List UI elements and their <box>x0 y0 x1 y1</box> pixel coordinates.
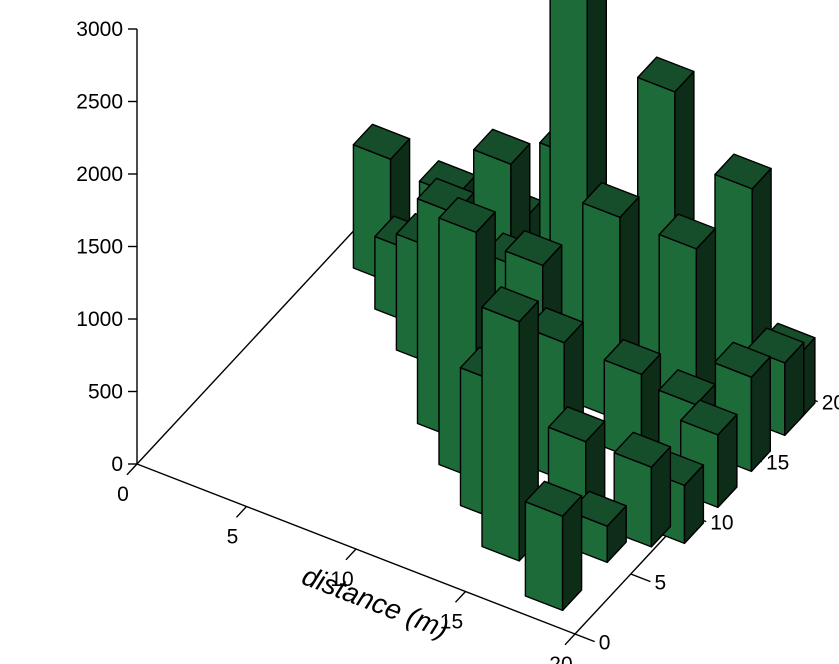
z-tick-label: 0 <box>111 453 123 476</box>
bar-front-face <box>524 501 564 612</box>
z-tick-label: 1000 <box>76 308 123 331</box>
axes: 0 500 1000 1500 2000 2500 3000 0 5 10 15 20 0 5 10 15 20 <box>76 18 839 664</box>
x-tick-label: 15 <box>440 610 463 633</box>
x-tick-label: 5 <box>227 525 239 548</box>
bar-top-face <box>714 153 772 190</box>
bar-top-face <box>658 213 717 250</box>
y-tick-label: 0 <box>599 632 611 655</box>
y-tick-label: 5 <box>654 572 666 595</box>
z-tick-label: 500 <box>88 381 123 404</box>
bar-top-face <box>473 128 531 165</box>
bar-top-face <box>603 338 662 376</box>
x-tick-label: 20 <box>549 653 572 664</box>
x-tick <box>235 506 248 518</box>
bar-top-face <box>524 480 583 517</box>
x-tick-label: 0 <box>117 483 129 506</box>
z-tick-label: 2000 <box>76 163 123 186</box>
x-tick <box>454 591 467 603</box>
bar-top-face <box>547 406 606 443</box>
bar-top-face <box>504 229 563 267</box>
x-tick <box>126 463 138 476</box>
x-axis-title: distance (m) <box>298 560 453 645</box>
bar-top-face <box>637 56 695 93</box>
axis-labels: distance (m) <box>298 560 453 645</box>
bar-top-face <box>658 369 716 406</box>
y-tick-label: 20 <box>822 392 839 415</box>
z-tick-label: 1500 <box>76 236 123 259</box>
bar-top-face <box>680 399 738 436</box>
y-tick <box>574 633 595 643</box>
bar-front-face <box>481 306 520 562</box>
bar <box>524 480 583 612</box>
bar-top-face <box>746 327 805 364</box>
bar-top-face <box>352 123 411 160</box>
bar-top-face <box>582 181 640 219</box>
bar-top-face <box>438 196 496 234</box>
x-tick-label: 10 <box>330 568 353 591</box>
y-tick-label: 10 <box>710 512 733 535</box>
bars <box>352 0 816 612</box>
bar-top-face <box>713 341 771 378</box>
z-tick-label: 2500 <box>76 91 123 114</box>
z-tick-label: 3000 <box>76 18 123 41</box>
y-tick-label: 15 <box>766 452 789 475</box>
left-edge-line <box>136 223 361 465</box>
bar-top-face <box>481 286 539 323</box>
y-tick <box>630 573 651 583</box>
x-tick <box>345 548 357 561</box>
bar-top-face <box>613 431 672 468</box>
bar-top-face <box>569 490 627 527</box>
x-tick <box>564 633 576 646</box>
bar-top-face <box>526 307 584 344</box>
